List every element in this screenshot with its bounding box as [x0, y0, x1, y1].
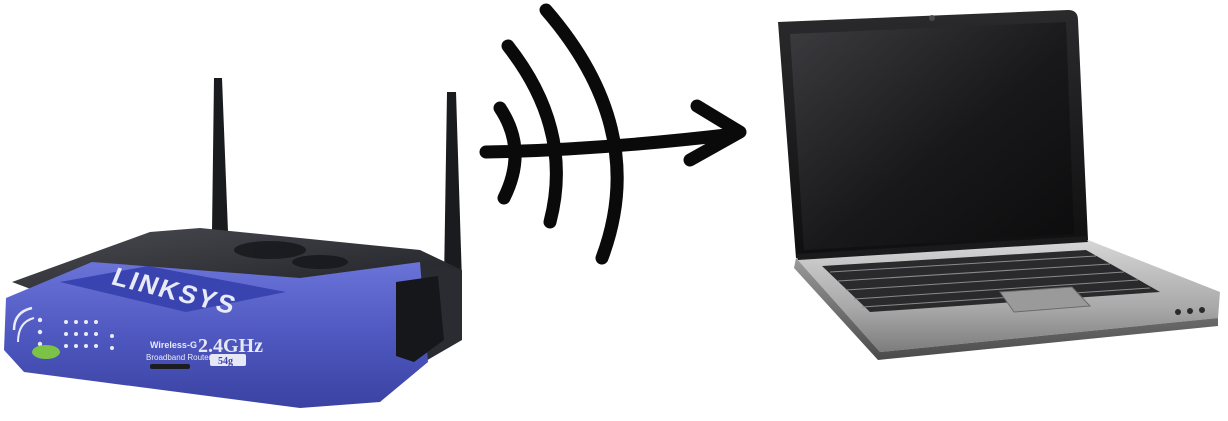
router-band-badge: 2.4GHz	[198, 335, 263, 357]
router-reset-slot	[150, 364, 190, 369]
signal-arc-inner	[493, 101, 522, 205]
laptop-front-edge	[794, 258, 1218, 360]
laptop-icon	[778, 10, 1220, 360]
laptop-webcam	[929, 15, 935, 21]
wireless-signal-arrow-icon	[479, 3, 747, 265]
router-front-panel	[4, 262, 428, 408]
wireless-router-icon: LINKSYS Wireless-G Broadband Router 2.4G…	[4, 78, 462, 408]
laptop-hinge	[796, 236, 1088, 260]
laptop-ports	[1175, 307, 1205, 315]
signal-arc-middle	[501, 39, 563, 229]
router-swirl-logo	[12, 306, 33, 331]
laptop-touchpad	[999, 286, 1092, 313]
signal-arrow-head	[683, 99, 747, 167]
router-standard-badge-bg	[210, 354, 246, 366]
router-power-button	[32, 345, 60, 359]
router-standard-badge: 54g	[218, 356, 233, 367]
router-foot-right	[396, 276, 444, 362]
router-vents	[234, 241, 348, 269]
router-product-type: Broadband Router	[146, 353, 212, 362]
router-antenna-left	[212, 78, 228, 232]
router-status-leds	[37, 317, 114, 350]
router-swirl-logo-inner	[17, 317, 35, 343]
router-antenna-right	[444, 92, 462, 282]
router-label-strip	[60, 266, 286, 312]
signal-arc-outer	[539, 3, 624, 265]
laptop-screen	[790, 22, 1074, 250]
router-product-line: Wireless-G	[150, 340, 197, 350]
